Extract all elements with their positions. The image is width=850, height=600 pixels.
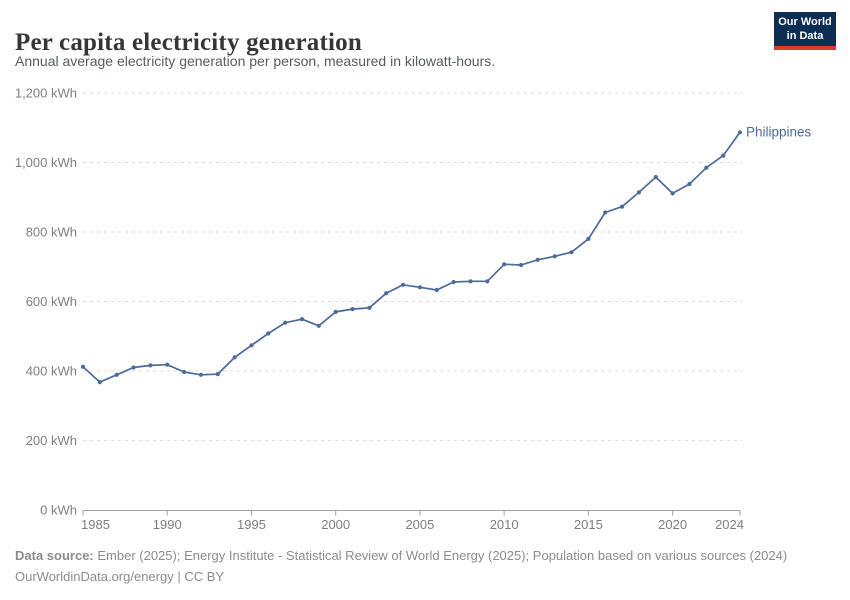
chart-footer: Data source: Ember (2025); Energy Instit… <box>15 545 835 587</box>
data-point[interactable] <box>603 210 608 215</box>
y-axis-tick-label: 0 kWh <box>40 503 77 518</box>
series-line-philippines[interactable] <box>82 131 741 383</box>
chart-subtitle: Annual average electricity generation pe… <box>15 53 496 69</box>
data-point[interactable] <box>198 372 203 377</box>
x-axis-tick-label: 2020 <box>658 517 687 532</box>
data-point[interactable] <box>131 365 136 370</box>
data-point[interactable] <box>653 175 658 180</box>
data-source-text: Ember (2025); Energy Institute - Statist… <box>93 548 788 563</box>
data-point[interactable] <box>670 191 675 196</box>
x-axis-tick-label: 1995 <box>237 517 266 532</box>
owid-logo[interactable]: Our World in Data <box>774 12 836 50</box>
data-point[interactable] <box>401 282 406 287</box>
y-axis-tick-label: 800 kWh <box>26 225 77 240</box>
data-point[interactable] <box>283 320 288 325</box>
x-axis-tick-label: 2015 <box>574 517 603 532</box>
y-axis-tick-label: 600 kWh <box>26 294 77 309</box>
x-axis-tick-label: 2005 <box>405 517 434 532</box>
data-point[interactable] <box>97 380 102 385</box>
data-source-line: Data source: Ember (2025); Energy Instit… <box>15 545 835 566</box>
data-point[interactable] <box>316 323 321 328</box>
data-point[interactable] <box>417 285 422 290</box>
data-point[interactable] <box>636 190 642 195</box>
data-point[interactable] <box>249 343 254 348</box>
y-axis-tick-label: 200 kWh <box>26 433 77 448</box>
data-point[interactable] <box>704 165 709 170</box>
x-axis-tick-label: 1990 <box>153 517 182 532</box>
data-point[interactable] <box>535 257 540 262</box>
data-point[interactable] <box>586 236 591 241</box>
data-point[interactable] <box>721 153 726 158</box>
x-axis-tick-label: 2000 <box>321 517 350 532</box>
data-point[interactable] <box>384 291 389 296</box>
data-point[interactable] <box>569 250 574 255</box>
license-line[interactable]: OurWorldinData.org/energy | CC BY <box>15 569 225 584</box>
series-label-philippines[interactable]: Philippines <box>746 124 812 139</box>
data-point[interactable] <box>518 262 524 268</box>
data-point[interactable] <box>434 287 439 293</box>
y-axis-tick-label: 1,200 kWh <box>15 86 77 101</box>
data-point[interactable] <box>367 305 372 310</box>
owid-logo-line1: Our World <box>778 16 832 28</box>
x-axis-tick-label: 2024 <box>715 517 744 532</box>
data-point[interactable] <box>468 279 473 284</box>
data-point[interactable] <box>182 369 187 375</box>
data-point[interactable] <box>232 355 237 360</box>
data-point[interactable] <box>620 204 625 209</box>
y-axis-tick-label: 400 kWh <box>26 364 77 379</box>
page-title: Per capita electricity generation <box>15 28 362 56</box>
data-point[interactable] <box>80 364 86 369</box>
data-point[interactable] <box>165 362 170 367</box>
data-point[interactable] <box>687 181 692 187</box>
data-point[interactable] <box>215 372 220 377</box>
data-source-label: Data source: <box>15 548 94 563</box>
y-axis-tick-label: 1,000 kWh <box>15 155 77 170</box>
data-point[interactable] <box>552 254 557 259</box>
x-axis-tick-label: 1985 <box>81 517 110 532</box>
data-point[interactable] <box>266 331 271 336</box>
data-point[interactable] <box>299 317 305 322</box>
data-point[interactable] <box>148 363 153 368</box>
data-point[interactable] <box>333 309 338 314</box>
data-point[interactable] <box>114 372 119 377</box>
data-point[interactable] <box>502 262 507 267</box>
data-point[interactable] <box>485 279 490 284</box>
data-point[interactable] <box>350 307 355 312</box>
owid-logo-line2: in Data <box>786 29 824 42</box>
data-point[interactable] <box>737 130 743 135</box>
data-point[interactable] <box>451 279 456 285</box>
x-axis-tick-label: 2010 <box>490 517 519 532</box>
